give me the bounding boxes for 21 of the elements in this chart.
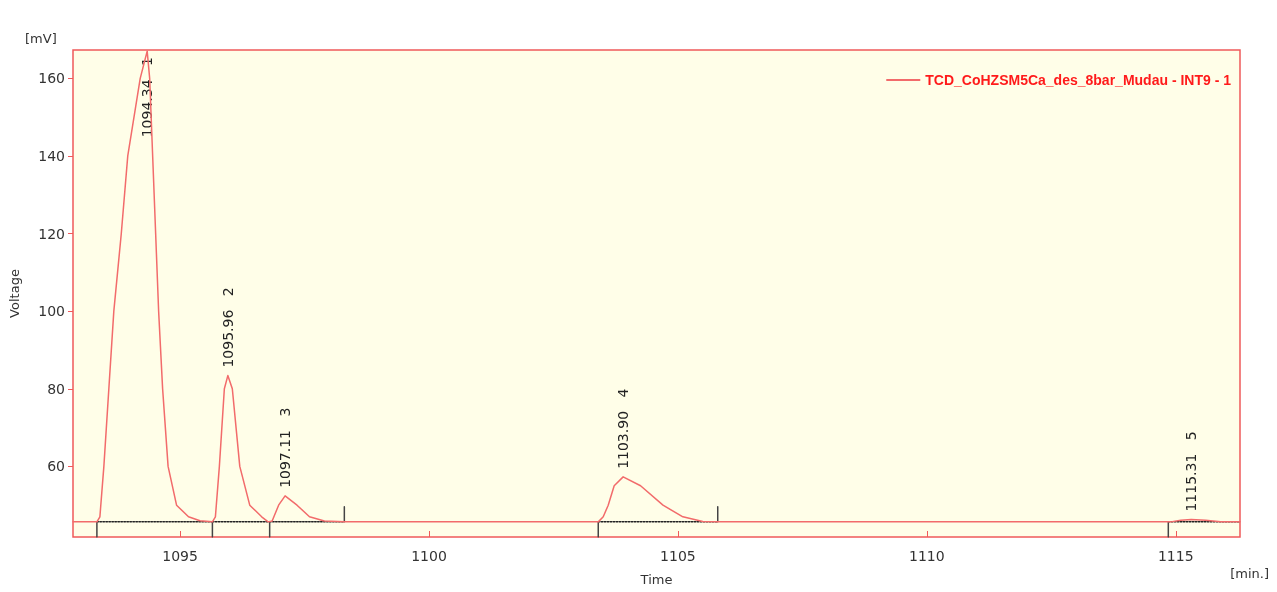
line-series [72,50,1241,523]
text: [mV] [25,31,57,46]
x-tick-label: 1100 [411,548,447,564]
text: [min.] [1230,566,1270,581]
x-tick-label: 1110 [909,548,945,564]
x-tick-label: 1105 [660,548,696,564]
y-tick-label: 100 [38,303,65,320]
x-tick-label: 1115 [1157,548,1194,564]
y-tick-label: 140 [38,147,65,164]
y-tick-label: 60 [47,458,65,475]
annotation: 1095.96 2 [219,287,236,368]
y-tick-label: 80 [47,380,65,397]
annotation: 1097.11 3 [277,407,294,488]
y-tick-label: 160 [38,70,65,87]
y-tick-label: 120 [38,225,65,242]
y-axis-title: Voltage [7,269,22,318]
x-tick-label: 1095 [162,548,198,564]
annotation: 1115.31 5 [1183,431,1200,512]
x-axis-title: Time [639,572,673,587]
legend-label: TCD_CoHZSM5Ca_des_8bar_Mudau - INT9 - 1 [925,72,1232,88]
annotation: 1103.90 4 [615,388,632,469]
